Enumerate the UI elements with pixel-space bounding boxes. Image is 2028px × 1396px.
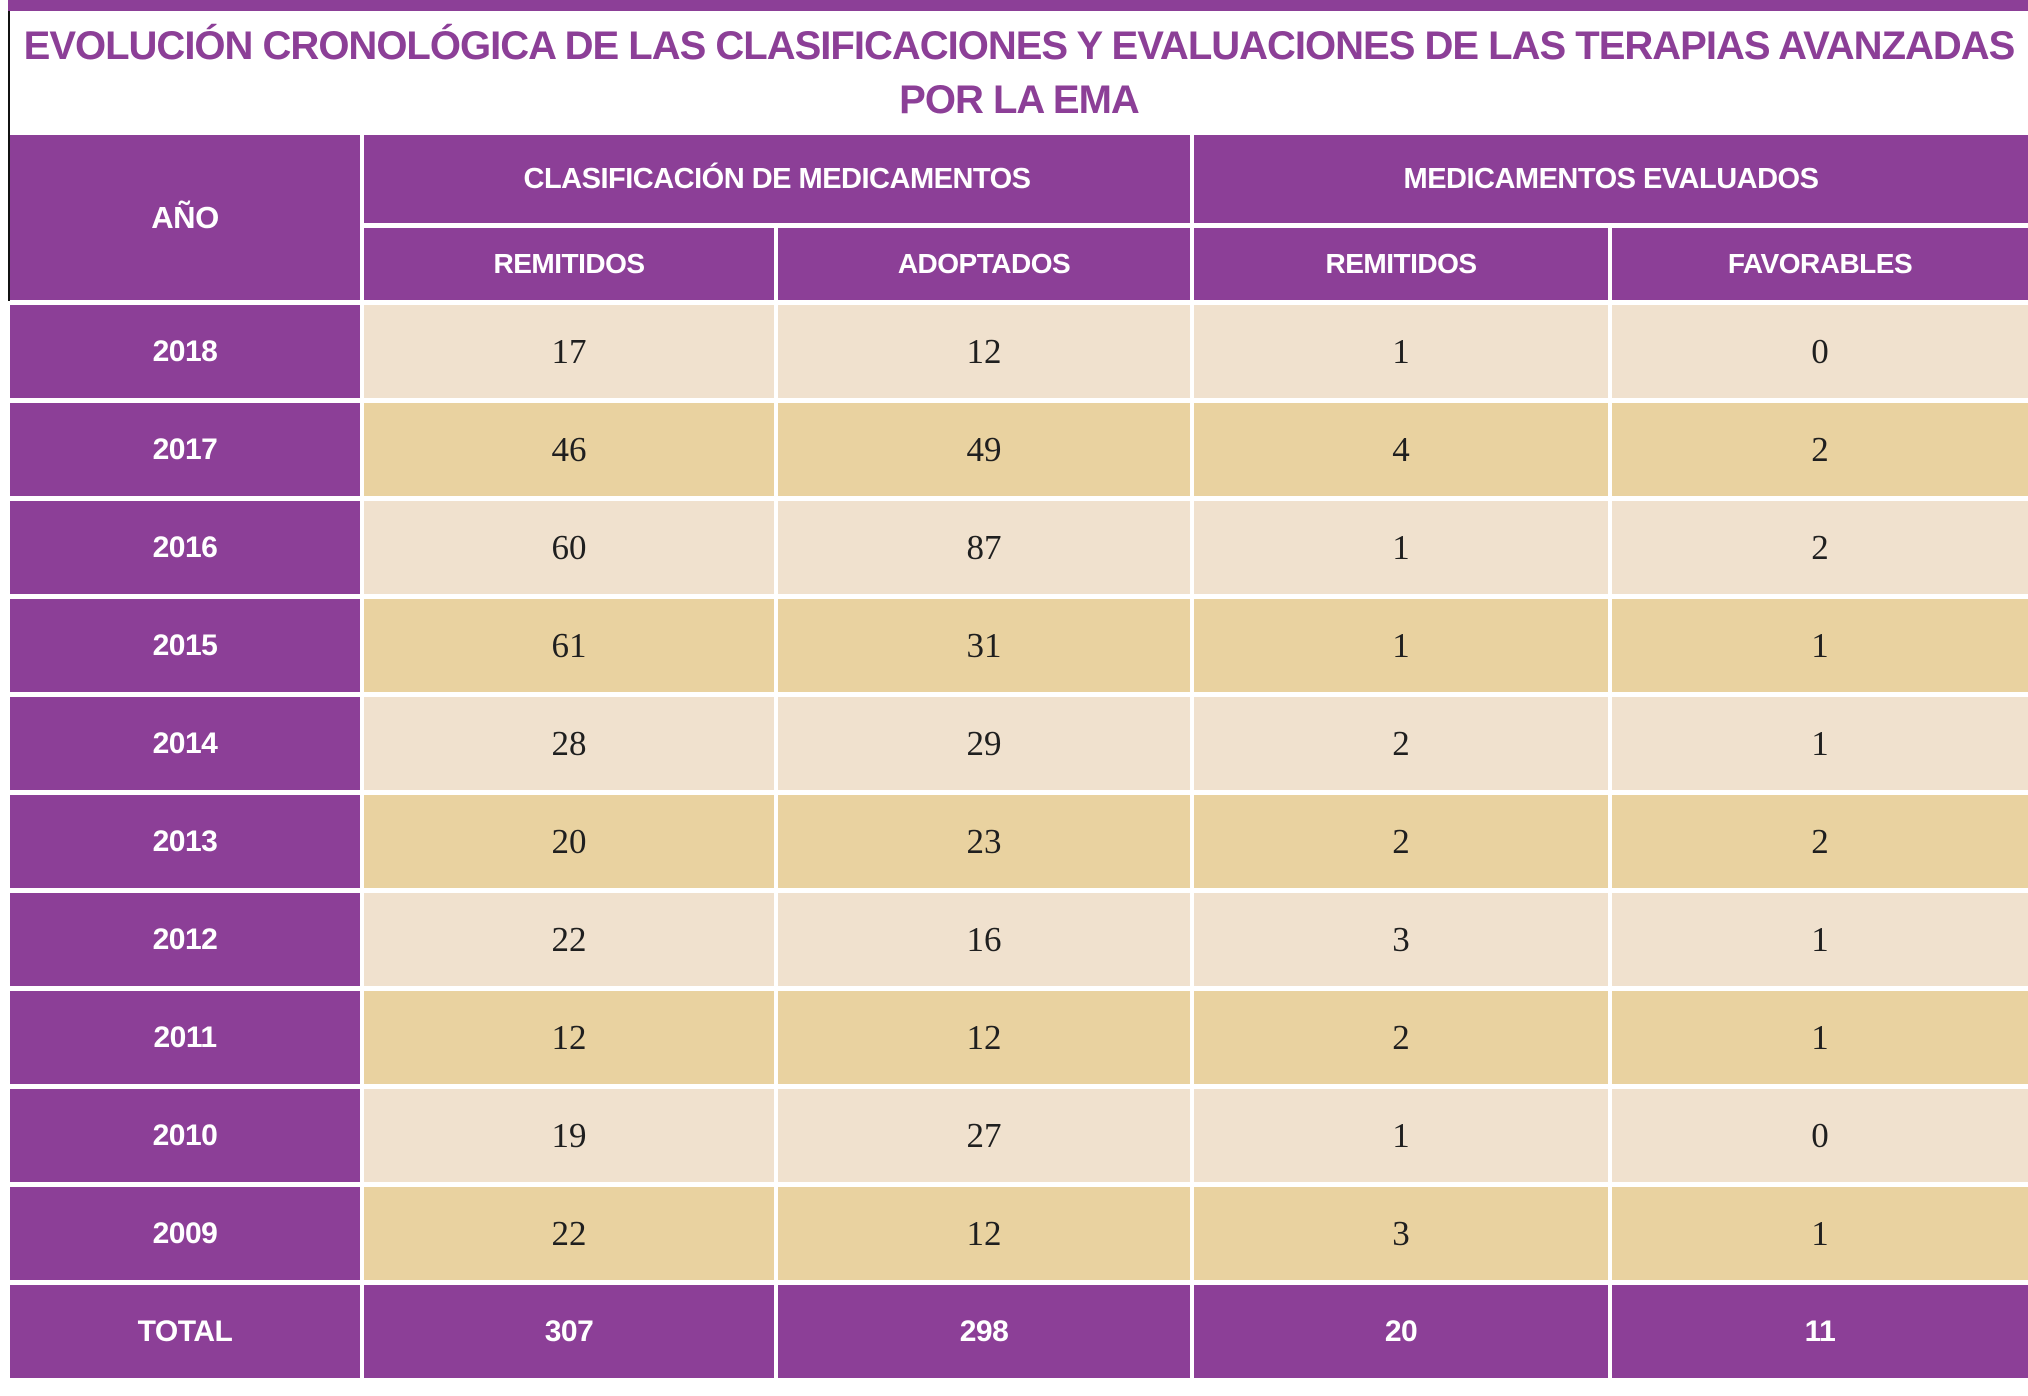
total-value-cell: 298 — [778, 1285, 1190, 1378]
value-cell: 22 — [364, 893, 774, 986]
year-cell: 2017 — [10, 403, 360, 496]
value-cell: 16 — [778, 893, 1190, 986]
value-cell: 29 — [778, 697, 1190, 790]
value-cell: 12 — [778, 305, 1190, 398]
year-cell: 2012 — [10, 893, 360, 986]
value-cell: 2 — [1612, 403, 2028, 496]
value-cell: 19 — [364, 1089, 774, 1182]
value-cell: 1 — [1194, 501, 1608, 594]
value-cell: 61 — [364, 599, 774, 692]
value-cell: 28 — [364, 697, 774, 790]
value-cell: 12 — [778, 991, 1190, 1084]
total-value-cell: 11 — [1612, 1285, 2028, 1378]
value-cell: 3 — [1194, 893, 1608, 986]
left-black-border — [8, 11, 10, 301]
value-cell: 2 — [1612, 795, 2028, 888]
value-cell: 0 — [1612, 305, 2028, 398]
value-cell: 1 — [1612, 1187, 2028, 1280]
value-cell: 1 — [1194, 1089, 1608, 1182]
value-cell: 12 — [778, 1187, 1190, 1280]
year-cell: 2011 — [10, 991, 360, 1084]
header-sub-remitidos-2: REMITIDOS — [1194, 228, 1608, 300]
value-cell: 23 — [778, 795, 1190, 888]
total-value-cell: 20 — [1194, 1285, 1608, 1378]
value-cell: 17 — [364, 305, 774, 398]
value-cell: 1 — [1612, 599, 2028, 692]
year-cell: 2016 — [10, 501, 360, 594]
value-cell: 60 — [364, 501, 774, 594]
header-group-clasificacion: CLASIFICACIÓN DE MEDICAMENTOS — [364, 135, 1190, 223]
year-cell: 2018 — [10, 305, 360, 398]
total-value-cell: 307 — [364, 1285, 774, 1378]
value-cell: 20 — [364, 795, 774, 888]
header-sub-remitidos-1: REMITIDOS — [364, 228, 774, 300]
header-sub-favorables: FAVORABLES — [1612, 228, 2028, 300]
value-cell: 4 — [1194, 403, 1608, 496]
header-sub-adoptados: ADOPTADOS — [778, 228, 1190, 300]
value-cell: 46 — [364, 403, 774, 496]
value-cell: 1 — [1612, 893, 2028, 986]
value-cell: 3 — [1194, 1187, 1608, 1280]
year-cell: 2014 — [10, 697, 360, 790]
value-cell: 22 — [364, 1187, 774, 1280]
value-cell: 1 — [1612, 697, 2028, 790]
value-cell: 2 — [1194, 697, 1608, 790]
year-cell: 2013 — [10, 795, 360, 888]
total-label-cell: TOTAL — [10, 1285, 360, 1378]
header-group-evaluados: MEDICAMENTOS EVALUADOS — [1194, 135, 2028, 223]
value-cell: 1 — [1194, 599, 1608, 692]
table-title: EVOLUCIÓN CRONOLÓGICA DE LAS CLASIFICACI… — [10, 11, 2028, 135]
value-cell: 2 — [1194, 991, 1608, 1084]
year-cell: 2010 — [10, 1089, 360, 1182]
top-purple-bar — [8, 0, 2028, 11]
value-cell: 2 — [1612, 501, 2028, 594]
value-cell: 49 — [778, 403, 1190, 496]
value-cell: 27 — [778, 1089, 1190, 1182]
value-cell: 31 — [778, 599, 1190, 692]
value-cell: 1 — [1612, 991, 2028, 1084]
value-cell: 2 — [1194, 795, 1608, 888]
value-cell: 87 — [778, 501, 1190, 594]
header-year: AÑO — [10, 135, 360, 300]
value-cell: 1 — [1194, 305, 1608, 398]
value-cell: 12 — [364, 991, 774, 1084]
year-cell: 2015 — [10, 599, 360, 692]
table-title-line1: EVOLUCIÓN CRONOLÓGICA DE LAS CLASIFICACI… — [23, 24, 2016, 68]
ema-evolution-table: AÑO CLASIFICACIÓN DE MEDICAMENTOS MEDICA… — [10, 135, 2028, 1378]
value-cell: 0 — [1612, 1089, 2028, 1182]
table-title-line2: POR LA EMA — [899, 78, 1140, 122]
year-cell: 2009 — [10, 1187, 360, 1280]
